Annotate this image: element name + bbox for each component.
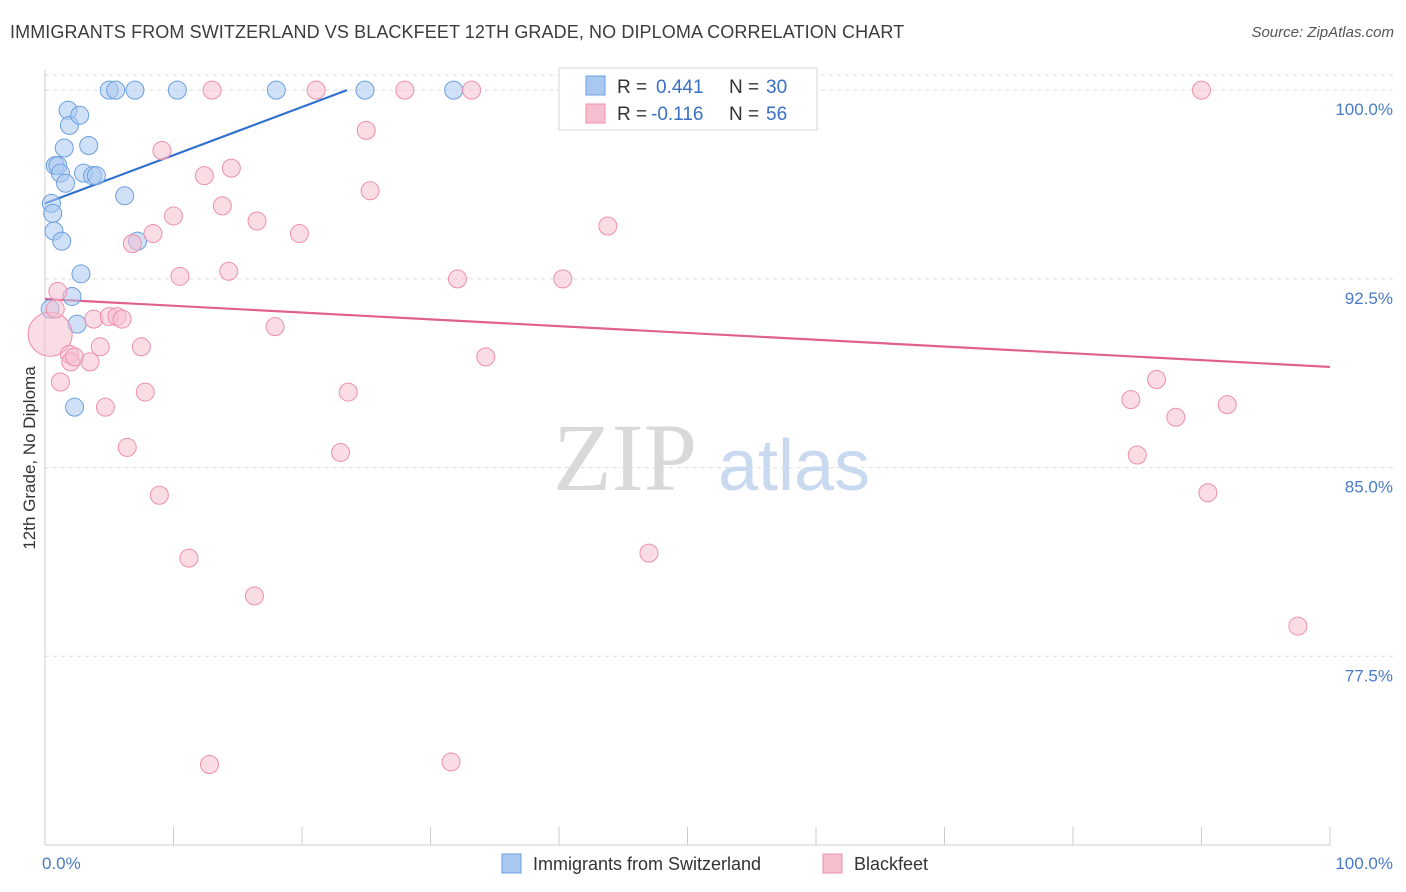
series-legend-swatch-blue [501,853,522,874]
point-blackfeet [1288,616,1308,636]
point-blackfeet [447,269,467,289]
trend-line-blackfeet [44,297,1331,369]
tick-labels: 77.5% 85.0% 92.5% 100.0% 0.0% 100.0% [42,100,1393,873]
point-switzerland [125,80,145,100]
point-switzerland [43,203,63,223]
watermark-zip: ZIP [553,404,697,511]
x-tick-label-max: 100.0% [1335,854,1393,873]
y-tick-label: 100.0% [1335,100,1393,119]
point-blackfeet [219,261,239,281]
point-blackfeet [122,234,142,254]
point-blackfeet [199,754,219,774]
point-blackfeet [202,80,222,100]
watermark: ZIP atlas [553,404,870,511]
point-switzerland [56,173,76,193]
y-tick-label: 77.5% [1345,666,1393,685]
point-switzerland [54,138,74,158]
legend-swatch-pink [585,103,606,124]
point-switzerland [79,135,99,155]
point-blackfeet [462,80,482,100]
point-blackfeet [356,120,376,140]
y-axis-title: 12th Grade, No Diploma [20,366,39,550]
point-blackfeet [1217,395,1237,415]
point-blackfeet [117,437,137,457]
point-blackfeet [221,158,241,178]
point-blackfeet [212,196,232,216]
legend-n-value-1: 30 [766,77,787,98]
point-blackfeet [95,397,115,417]
point-switzerland [86,166,106,186]
point-switzerland [71,264,91,284]
point-blackfeet [289,224,309,244]
point-blackfeet [360,181,380,201]
legend-n-value-2: 56 [766,104,787,125]
legend-r-label-2: R = [617,104,647,125]
point-blackfeet [179,548,199,568]
point-blackfeet [338,382,358,402]
point-blackfeet [476,347,496,367]
point-blackfeet [50,372,70,392]
point-switzerland [355,80,375,100]
point-blackfeet [1192,80,1211,100]
point-blackfeet [90,337,110,357]
legend-swatch-blue [585,75,606,96]
chart-title: IMMIGRANTS FROM SWITZERLAND VS BLACKFEET… [10,22,905,42]
series-legend-label-blue: Immigrants from Switzerland [533,854,761,874]
point-blackfeet [639,543,659,563]
point-blackfeet [112,309,132,329]
point-blackfeet [395,80,415,100]
point-blackfeet [441,752,461,772]
point-switzerland [106,80,126,100]
point-switzerland [266,80,286,100]
point-blackfeet [598,216,618,236]
legend-r-value-2: -0.116 [651,104,703,125]
point-blackfeet [164,206,183,226]
y-tick-label: 92.5% [1345,289,1393,308]
series-legend: Immigrants from Switzerland Blackfeet [501,853,928,874]
x-tick-label-min: 0.0% [42,854,81,873]
point-blackfeet [48,281,68,301]
point-blackfeet [194,166,214,186]
point-blackfeet [149,485,169,505]
point-blackfeet [244,586,264,606]
point-switzerland [65,397,85,417]
point-blackfeet [306,80,326,100]
legend-n-label-2: N = [729,104,759,125]
source-label: Source: ZipAtlas.com [1251,24,1394,41]
y-tick-label: 85.0% [1345,478,1393,497]
series-legend-swatch-pink [822,853,843,874]
point-blackfeet [131,337,151,357]
point-blackfeet [1198,483,1218,503]
trend-lines [44,89,1331,369]
point-blackfeet [1147,369,1167,389]
point-blackfeet [80,352,100,372]
point-switzerland [52,231,72,251]
legend-n-label-1: N = [729,77,759,98]
point-blackfeet [152,141,172,161]
legend-r-label-1: R = [617,77,647,98]
grid-lines [45,74,1395,657]
point-blackfeet [247,211,267,231]
point-blackfeet [45,299,65,319]
point-blackfeet [1127,445,1147,465]
point-switzerland [167,80,187,100]
point-switzerland [444,80,464,100]
correlation-legend: R = 0.441 N = 30 R = -0.116 N = 56 [558,67,818,131]
point-blackfeet [170,266,190,286]
point-blackfeet [1121,390,1141,410]
legend-r-value-1: 0.441 [656,77,704,98]
point-blackfeet [331,442,351,462]
point-blackfeet [553,269,573,289]
point-blackfeet [135,382,155,402]
watermark-atlas: atlas [718,426,870,506]
point-blackfeet [1166,407,1186,427]
point-switzerland [115,186,135,206]
series-legend-label-pink: Blackfeet [854,854,928,874]
point-blackfeet [265,317,285,337]
point-blackfeet [143,224,163,244]
point-switzerland [70,105,90,125]
